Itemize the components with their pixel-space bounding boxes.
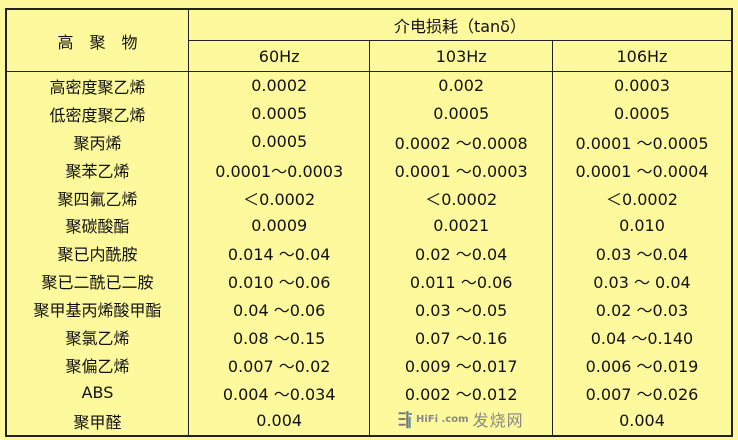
- loss-value: 0.002: [369, 71, 553, 100]
- loss-value: ＜0.0002: [551, 183, 733, 212]
- loss-value: 0.007 ～0.02: [187, 350, 371, 379]
- loss-value: 0.004: [551, 406, 733, 436]
- loss-value: 0.08 ～0.15: [187, 323, 371, 351]
- loss-value: 0.0005: [187, 99, 371, 128]
- loss-value: 0.02 ～0.04: [369, 239, 553, 268]
- loss-value: 0.0001～0.0003: [187, 155, 371, 184]
- loss-value: 0.0002 ～0.0008: [369, 127, 553, 156]
- loss-value: 0.0002: [187, 71, 371, 100]
- table-row: 聚偏乙烯 0.007 ～0.02 0.009 ～0.017 0.006 ～0.019: [5, 350, 733, 379]
- polymer-name: 聚甲醛: [5, 406, 189, 436]
- loss-value: 0.009 ～0.017: [369, 350, 553, 379]
- loss-value: 0.04 ～0.140: [551, 323, 733, 351]
- loss-value: 0.0001 ～0.0004: [551, 155, 733, 184]
- loss-value: 0.0009: [187, 211, 371, 240]
- polymer-name: 高密度聚乙烯: [5, 71, 189, 100]
- table-row: 聚甲醛 0.004 0.004: [5, 406, 733, 436]
- polymer-name: ABS: [5, 378, 189, 407]
- loss-value: 0.03 ～0.05: [369, 295, 553, 324]
- table-row: 聚氯乙烯 0.08 ～0.15 0.07 ～0.16 0.04 ～0.140: [5, 323, 733, 351]
- freq-header: 60Hz: [187, 40, 371, 72]
- polymer-name: 聚甲基丙烯酸甲酯: [5, 295, 189, 324]
- table-row: 聚甲基丙烯酸甲酯 0.04 ～0.06 0.03 ～0.05 0.02 ～0.03: [5, 295, 733, 324]
- polymer-name: 聚偏乙烯: [5, 350, 189, 379]
- loss-value: 0.0021: [369, 211, 553, 240]
- polymer-name: 聚已二酰已二胺: [5, 267, 189, 296]
- loss-value: 0.010 ～0.06: [187, 267, 371, 296]
- loss-value: 0.011 ～0.06: [369, 267, 553, 296]
- polymer-name: 聚碳酸酯: [5, 211, 189, 240]
- table-row: 高密度聚乙烯 0.0002 0.002 0.0003: [5, 71, 733, 100]
- polymer-name: 聚苯乙烯: [5, 155, 189, 184]
- loss-value: 0.03 ～ 0.04: [551, 267, 733, 296]
- loss-value: 0.0005: [187, 127, 371, 156]
- loss-value: [369, 406, 553, 436]
- loss-value: 0.0001 ～0.0003: [369, 155, 553, 184]
- freq-header: 103Hz: [369, 40, 553, 72]
- loss-value: 0.02 ～0.03: [551, 295, 733, 324]
- loss-value: ＜0.0002: [187, 183, 371, 212]
- table-row: 聚已二酰已二胺 0.010 ～0.06 0.011 ～0.06 0.03 ～ 0.04: [5, 267, 733, 296]
- table-row: 聚四氟乙烯 ＜0.0002 ＜0.0002 ＜0.0002: [5, 183, 733, 212]
- table-row: 聚已内酰胺 0.014 ～0.04 0.02 ～0.04 0.03 ～0.04: [5, 239, 733, 268]
- dielectric-loss-header: 介电损耗（tanδ）: [187, 8, 733, 41]
- loss-value: 0.014 ～0.04: [187, 239, 371, 268]
- polymer-name: 聚丙烯: [5, 127, 189, 156]
- polymer-name: 聚已内酰胺: [5, 239, 189, 268]
- dielectric-loss-table: 高 聚 物 介电损耗（tanδ） 60Hz 103Hz 106Hz 高密度聚乙烯…: [5, 8, 733, 437]
- loss-value: 0.007 ～0.026: [551, 378, 733, 407]
- loss-value: 0.0005: [369, 99, 553, 128]
- loss-value: 0.002 ～0.012: [369, 378, 553, 407]
- table-row: 聚碳酸酯 0.0009 0.0021 0.010: [5, 211, 733, 240]
- loss-value: 0.0001 ～0.0005: [551, 127, 733, 156]
- loss-value: 0.03 ～0.04: [551, 239, 733, 268]
- table-row: 低密度聚乙烯 0.0005 0.0005 0.0005: [5, 99, 733, 128]
- polymer-header: 高 聚 物: [5, 8, 189, 72]
- table-row: 聚丙烯 0.0005 0.0002 ～0.0008 0.0001 ～0.0005: [5, 127, 733, 156]
- loss-value: 0.004 ～0.034: [187, 378, 371, 407]
- polymer-name: 低密度聚乙烯: [5, 99, 189, 128]
- loss-value: 0.004: [187, 406, 371, 436]
- polymer-name: 聚四氟乙烯: [5, 183, 189, 212]
- table-row: ABS 0.004 ～0.034 0.002 ～0.012 0.007 ～0.026: [5, 378, 733, 407]
- loss-value: 0.0003: [551, 71, 733, 100]
- loss-value: 0.006 ～0.019: [551, 350, 733, 379]
- loss-value: 0.07 ～0.16: [369, 323, 553, 351]
- loss-value: 0.0005: [551, 99, 733, 128]
- loss-value: 0.010: [551, 211, 733, 240]
- table-row: 聚苯乙烯 0.0001～0.0003 0.0001 ～0.0003 0.0001 ～0…: [5, 155, 733, 184]
- loss-value: 0.04 ～0.06: [187, 295, 371, 324]
- loss-value: ＜0.0002: [369, 183, 553, 212]
- polymer-name: 聚氯乙烯: [5, 323, 189, 351]
- freq-header: 106Hz: [551, 40, 733, 72]
